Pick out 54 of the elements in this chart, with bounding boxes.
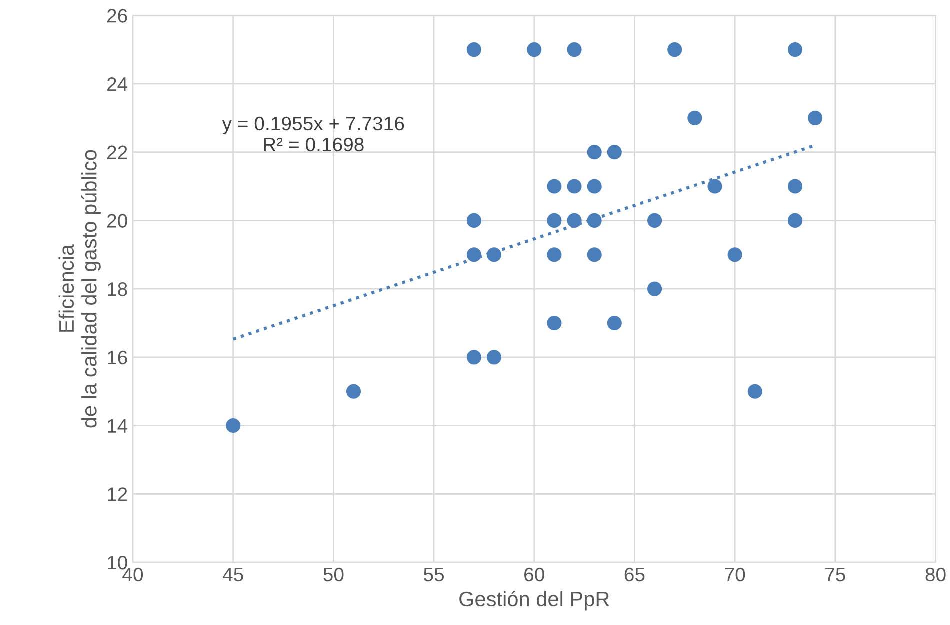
y-tick-label: 22 — [107, 146, 128, 160]
point — [587, 179, 602, 194]
point — [748, 384, 762, 399]
point — [788, 42, 803, 58]
point — [547, 316, 562, 331]
point — [466, 213, 482, 228]
y-tick-label: 14 — [108, 419, 128, 433]
point — [567, 179, 582, 194]
y-tick-label: 10 — [108, 556, 128, 570]
x-tick-label: 50 — [324, 568, 344, 582]
point — [486, 248, 502, 262]
y-tick-label: 20 — [107, 214, 128, 228]
point — [547, 248, 562, 262]
point — [688, 110, 702, 126]
point — [587, 213, 602, 228]
y-tick-label: 24 — [107, 77, 128, 92]
point — [466, 350, 482, 365]
y-tick-label: 16 — [108, 350, 128, 365]
point — [466, 248, 482, 262]
point — [226, 418, 241, 434]
point — [607, 316, 622, 331]
point — [466, 42, 482, 58]
point — [587, 248, 602, 262]
point — [567, 42, 582, 58]
x-tick-label: 75 — [826, 568, 846, 582]
x-tick-label: 65 — [624, 568, 645, 582]
point — [728, 248, 742, 262]
point — [788, 179, 803, 194]
point — [708, 179, 722, 194]
point — [547, 213, 562, 228]
x-tick-label: 40 — [122, 568, 144, 582]
point — [547, 179, 562, 194]
x-tick-label: 55 — [424, 568, 444, 582]
x-tick-label: 60 — [524, 568, 544, 582]
y-tick-label: 18 — [108, 282, 128, 296]
point — [648, 213, 662, 228]
point — [587, 145, 602, 160]
y-tick-label: 26 — [107, 9, 128, 23]
point — [486, 350, 502, 365]
point — [788, 213, 803, 228]
point — [346, 384, 362, 399]
point — [668, 42, 682, 58]
x-tick-label: 80 — [926, 568, 946, 582]
x-tick-label: 70 — [725, 568, 746, 582]
point — [607, 145, 622, 160]
point — [808, 110, 823, 126]
y-tick-label: 12 — [108, 488, 128, 502]
point — [527, 42, 542, 58]
x-axis-title: Gestión del PpR — [460, 591, 610, 611]
y-axis-title: Eficiencia de la calidad del gasto público — [58, 150, 101, 428]
point — [648, 282, 662, 296]
point — [567, 213, 582, 228]
annotation: y = 0.1955x + 7.7316 R² = 0.1698 — [222, 116, 404, 152]
x-tick-label: 45 — [222, 568, 244, 582]
